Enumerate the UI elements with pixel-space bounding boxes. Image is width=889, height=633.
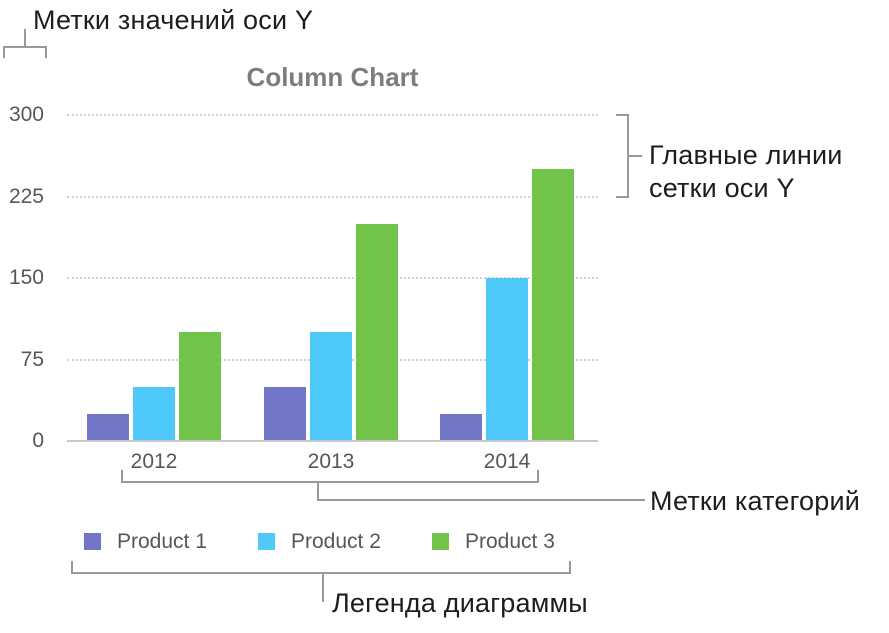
x-axis-line: [67, 440, 598, 442]
legend-swatch-product-3: [432, 533, 449, 550]
callout-category-labels: Метки категорий: [650, 486, 861, 516]
legend-label-product-1: Product 1: [117, 529, 207, 553]
legend-item-product-2: Product 2: [258, 529, 381, 553]
callout-legend: Легенда диаграммы: [332, 588, 588, 618]
legend-label-product-2: Product 2: [291, 529, 381, 553]
legend-swatch-product-2: [258, 533, 275, 550]
y-axis-label-0: 0: [32, 429, 44, 452]
x-axis-label-2013: 2013: [307, 450, 355, 473]
bracket-category-labels: [121, 470, 645, 501]
y-axis-label-150: 150: [8, 266, 44, 289]
x-axis-label-2014: 2014: [483, 450, 531, 473]
callout-y-gridlines: Главные линии сетки оси Y: [649, 139, 843, 205]
bar-product-3-2013: [356, 223, 398, 440]
callout-y-value-labels: Метки значений оси Y: [33, 5, 314, 35]
chart-title: Column Chart: [246, 62, 419, 92]
bar-product-3-2012: [179, 332, 221, 440]
y-axis-label-225: 225: [8, 184, 44, 208]
bar-product-1-2013: [264, 386, 306, 440]
legend-item-product-1: Product 1: [84, 529, 207, 553]
bar-product-1-2012: [87, 413, 129, 440]
x-axis-label-2012: 2012: [130, 450, 178, 473]
legend-swatch-product-1: [84, 533, 101, 550]
bar-product-1-2014: [440, 413, 482, 440]
bar-product-2-2014: [486, 278, 528, 440]
y-axis-label-300: 300: [8, 103, 44, 126]
bar-product-3-2014: [532, 169, 574, 440]
callout-y-gridlines-line1: Главные линии: [649, 140, 843, 170]
bar-product-2-2012: [133, 386, 175, 440]
legend-item-product-3: Product 3: [432, 529, 555, 553]
gridline-y-225: [67, 195, 598, 198]
gridline-y-300: [67, 114, 598, 116]
gridline-y-150: [67, 277, 598, 279]
legend-label-product-3: Product 3: [465, 529, 555, 553]
bar-product-2-2013: [310, 332, 352, 440]
callout-y-gridlines-line2: сетки оси Y: [649, 173, 795, 203]
y-axis-label-75: 75: [20, 347, 44, 371]
bracket-y-gridlines: [616, 114, 642, 198]
